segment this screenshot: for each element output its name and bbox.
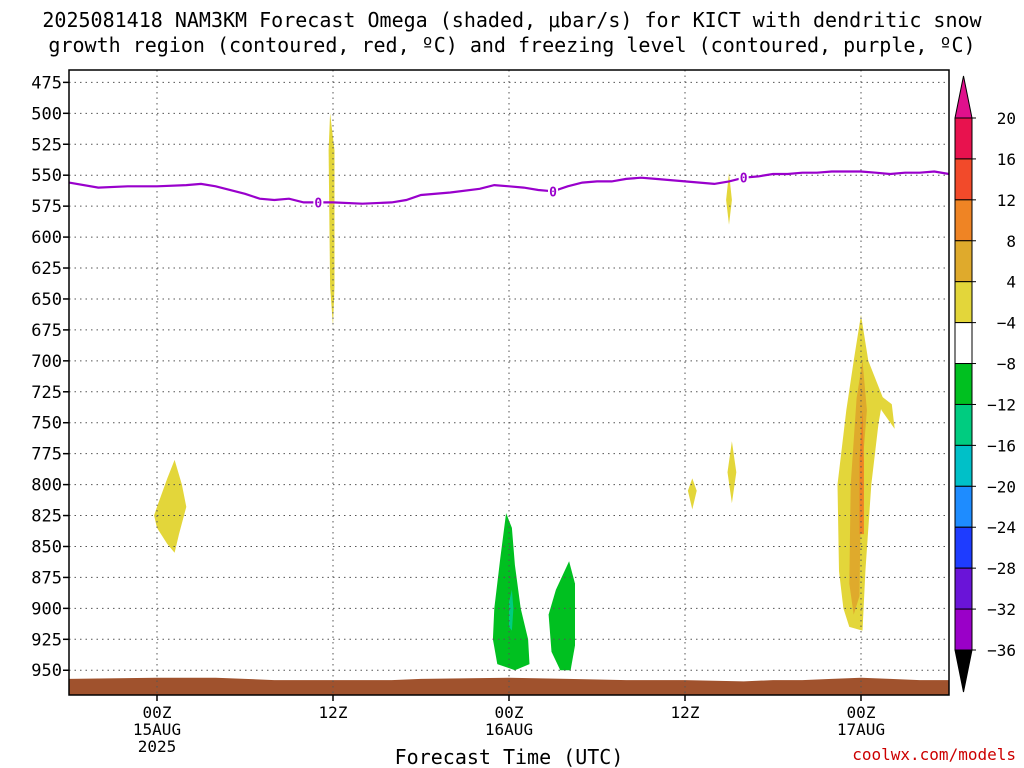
y-tick-label-575: 575	[31, 197, 62, 217]
y-tick-label-750: 750	[31, 414, 62, 434]
y-tick-label-950: 950	[31, 661, 62, 681]
colorbar-tick-label-11: −28	[987, 559, 1016, 578]
y-tick-label-650: 650	[31, 290, 62, 310]
y-tick-label-625: 625	[31, 259, 62, 279]
omega-region-6	[868, 373, 895, 429]
y-axis-ticks: 475 500 525 550 575 600 625 650 675 700 725 750 775 8…	[31, 73, 69, 681]
x-axis-label: Forecast Time (UTC)	[395, 745, 624, 768]
y-tick-label-875: 875	[31, 568, 62, 588]
freezing-level-label-2: 0	[740, 172, 748, 187]
omega-region-0	[328, 113, 335, 327]
colorbar-band-3	[954, 240, 973, 283]
x-tick-label-0-2: 2025	[138, 737, 177, 756]
x-tick-label-48-1: 17AUG	[837, 720, 885, 739]
y-tick-label-925: 925	[31, 630, 62, 650]
y-tick-label-825: 825	[31, 507, 62, 527]
colorbar-top-arrow	[954, 75, 973, 119]
y-tick-label-800: 800	[31, 476, 62, 496]
omega-region-1	[154, 459, 187, 553]
omega-region-4	[727, 441, 737, 504]
omega-region-10	[548, 561, 575, 671]
gridlines	[69, 70, 949, 695]
y-tick-label-500: 500	[31, 104, 62, 124]
y-tick-label-600: 600	[31, 228, 62, 248]
colorbar-tick-label-7: −12	[987, 395, 1016, 414]
colorbar-band-12	[954, 608, 973, 651]
freezing-level-label-bg-0	[313, 195, 324, 210]
chart-title-line2: growth region (contoured, red, ºC) and f…	[48, 33, 976, 57]
colorbar-tick-label-5: −4	[997, 314, 1016, 333]
colorbar-band-7	[954, 403, 973, 446]
colorbar-band-6	[954, 363, 973, 405]
x-tick-label-0-1: 15AUG	[133, 720, 181, 739]
y-tick-label-675: 675	[31, 321, 62, 341]
colorbar-tick-label-9: −20	[987, 477, 1016, 496]
colorbar-tick-label-8: −16	[987, 436, 1016, 455]
omega-region-3	[687, 478, 697, 510]
freezing-level-label-1: 0	[549, 185, 557, 200]
x-tick-label-48-0: 00Z	[847, 703, 876, 722]
colorbar-tick-label-10: −24	[987, 518, 1016, 537]
colorbar-band-9	[954, 485, 973, 528]
colorbar-band-8	[954, 444, 973, 487]
colorbar-tick-label-2: 12	[997, 191, 1016, 210]
colorbar-tick-label-4: 4	[1006, 273, 1016, 292]
colorbar-band-2	[954, 199, 973, 242]
y-tick-label-475: 475	[31, 73, 62, 93]
freezing-level-label-bg-1	[548, 184, 558, 199]
y-tick-label-725: 725	[31, 383, 62, 403]
colorbar-band-0	[954, 117, 973, 160]
freezing-level-line	[68, 170, 950, 205]
colorbar-tick-label-3: 8	[1006, 232, 1016, 251]
colorbar-tick-label-6: −8	[997, 355, 1016, 374]
colorbar-tick-label-1: 16	[997, 150, 1016, 169]
omega-region-2	[726, 172, 732, 225]
x-tick-label-12-0: 12Z	[319, 703, 348, 722]
x-tick-label-36-0: 12Z	[671, 703, 700, 722]
y-tick-label-700: 700	[31, 352, 62, 372]
colorbar-tick-label-13: −36	[987, 641, 1016, 660]
omega-region-8	[859, 410, 864, 535]
colorbar-band-11	[954, 567, 973, 610]
colorbar-band-10	[954, 526, 973, 569]
y-tick-label-550: 550	[31, 166, 62, 186]
omega-region-9	[492, 513, 530, 671]
omega-shading	[154, 113, 895, 671]
freezing-level-contour: 0 0 0	[68, 170, 950, 211]
x-tick-label-24-1: 16AUG	[485, 720, 533, 739]
x-tick-label-24-0: 00Z	[495, 703, 524, 722]
omega-region-11	[509, 589, 514, 631]
colorbar-tick-label-0: 20	[997, 109, 1016, 128]
credit-text: coolwx.com/models	[852, 745, 1016, 764]
chart-title-line1: 2025081418 NAM3KM Forecast Omega (shaded…	[42, 8, 982, 32]
colorbar-band-1	[954, 158, 973, 201]
colorbar-tick-label-12: −32	[987, 600, 1016, 619]
y-tick-label-900: 900	[31, 599, 62, 619]
y-tick-label-525: 525	[31, 135, 62, 155]
y-tick-label-775: 775	[31, 445, 62, 465]
colorbar: 20 16 12 8 4 −4 −8 −12 −16 −20 −24 −28 −32 −36	[954, 75, 1016, 693]
x-tick-label-0-0: 00Z	[143, 703, 172, 722]
colorbar-bottom-arrow	[954, 649, 973, 693]
y-tick-label-850: 850	[31, 537, 62, 557]
colorbar-band-5	[954, 322, 973, 365]
freezing-level-label-bg-2	[738, 170, 749, 185]
freezing-level-label-0: 0	[314, 196, 322, 211]
colorbar-band-4	[954, 281, 973, 324]
